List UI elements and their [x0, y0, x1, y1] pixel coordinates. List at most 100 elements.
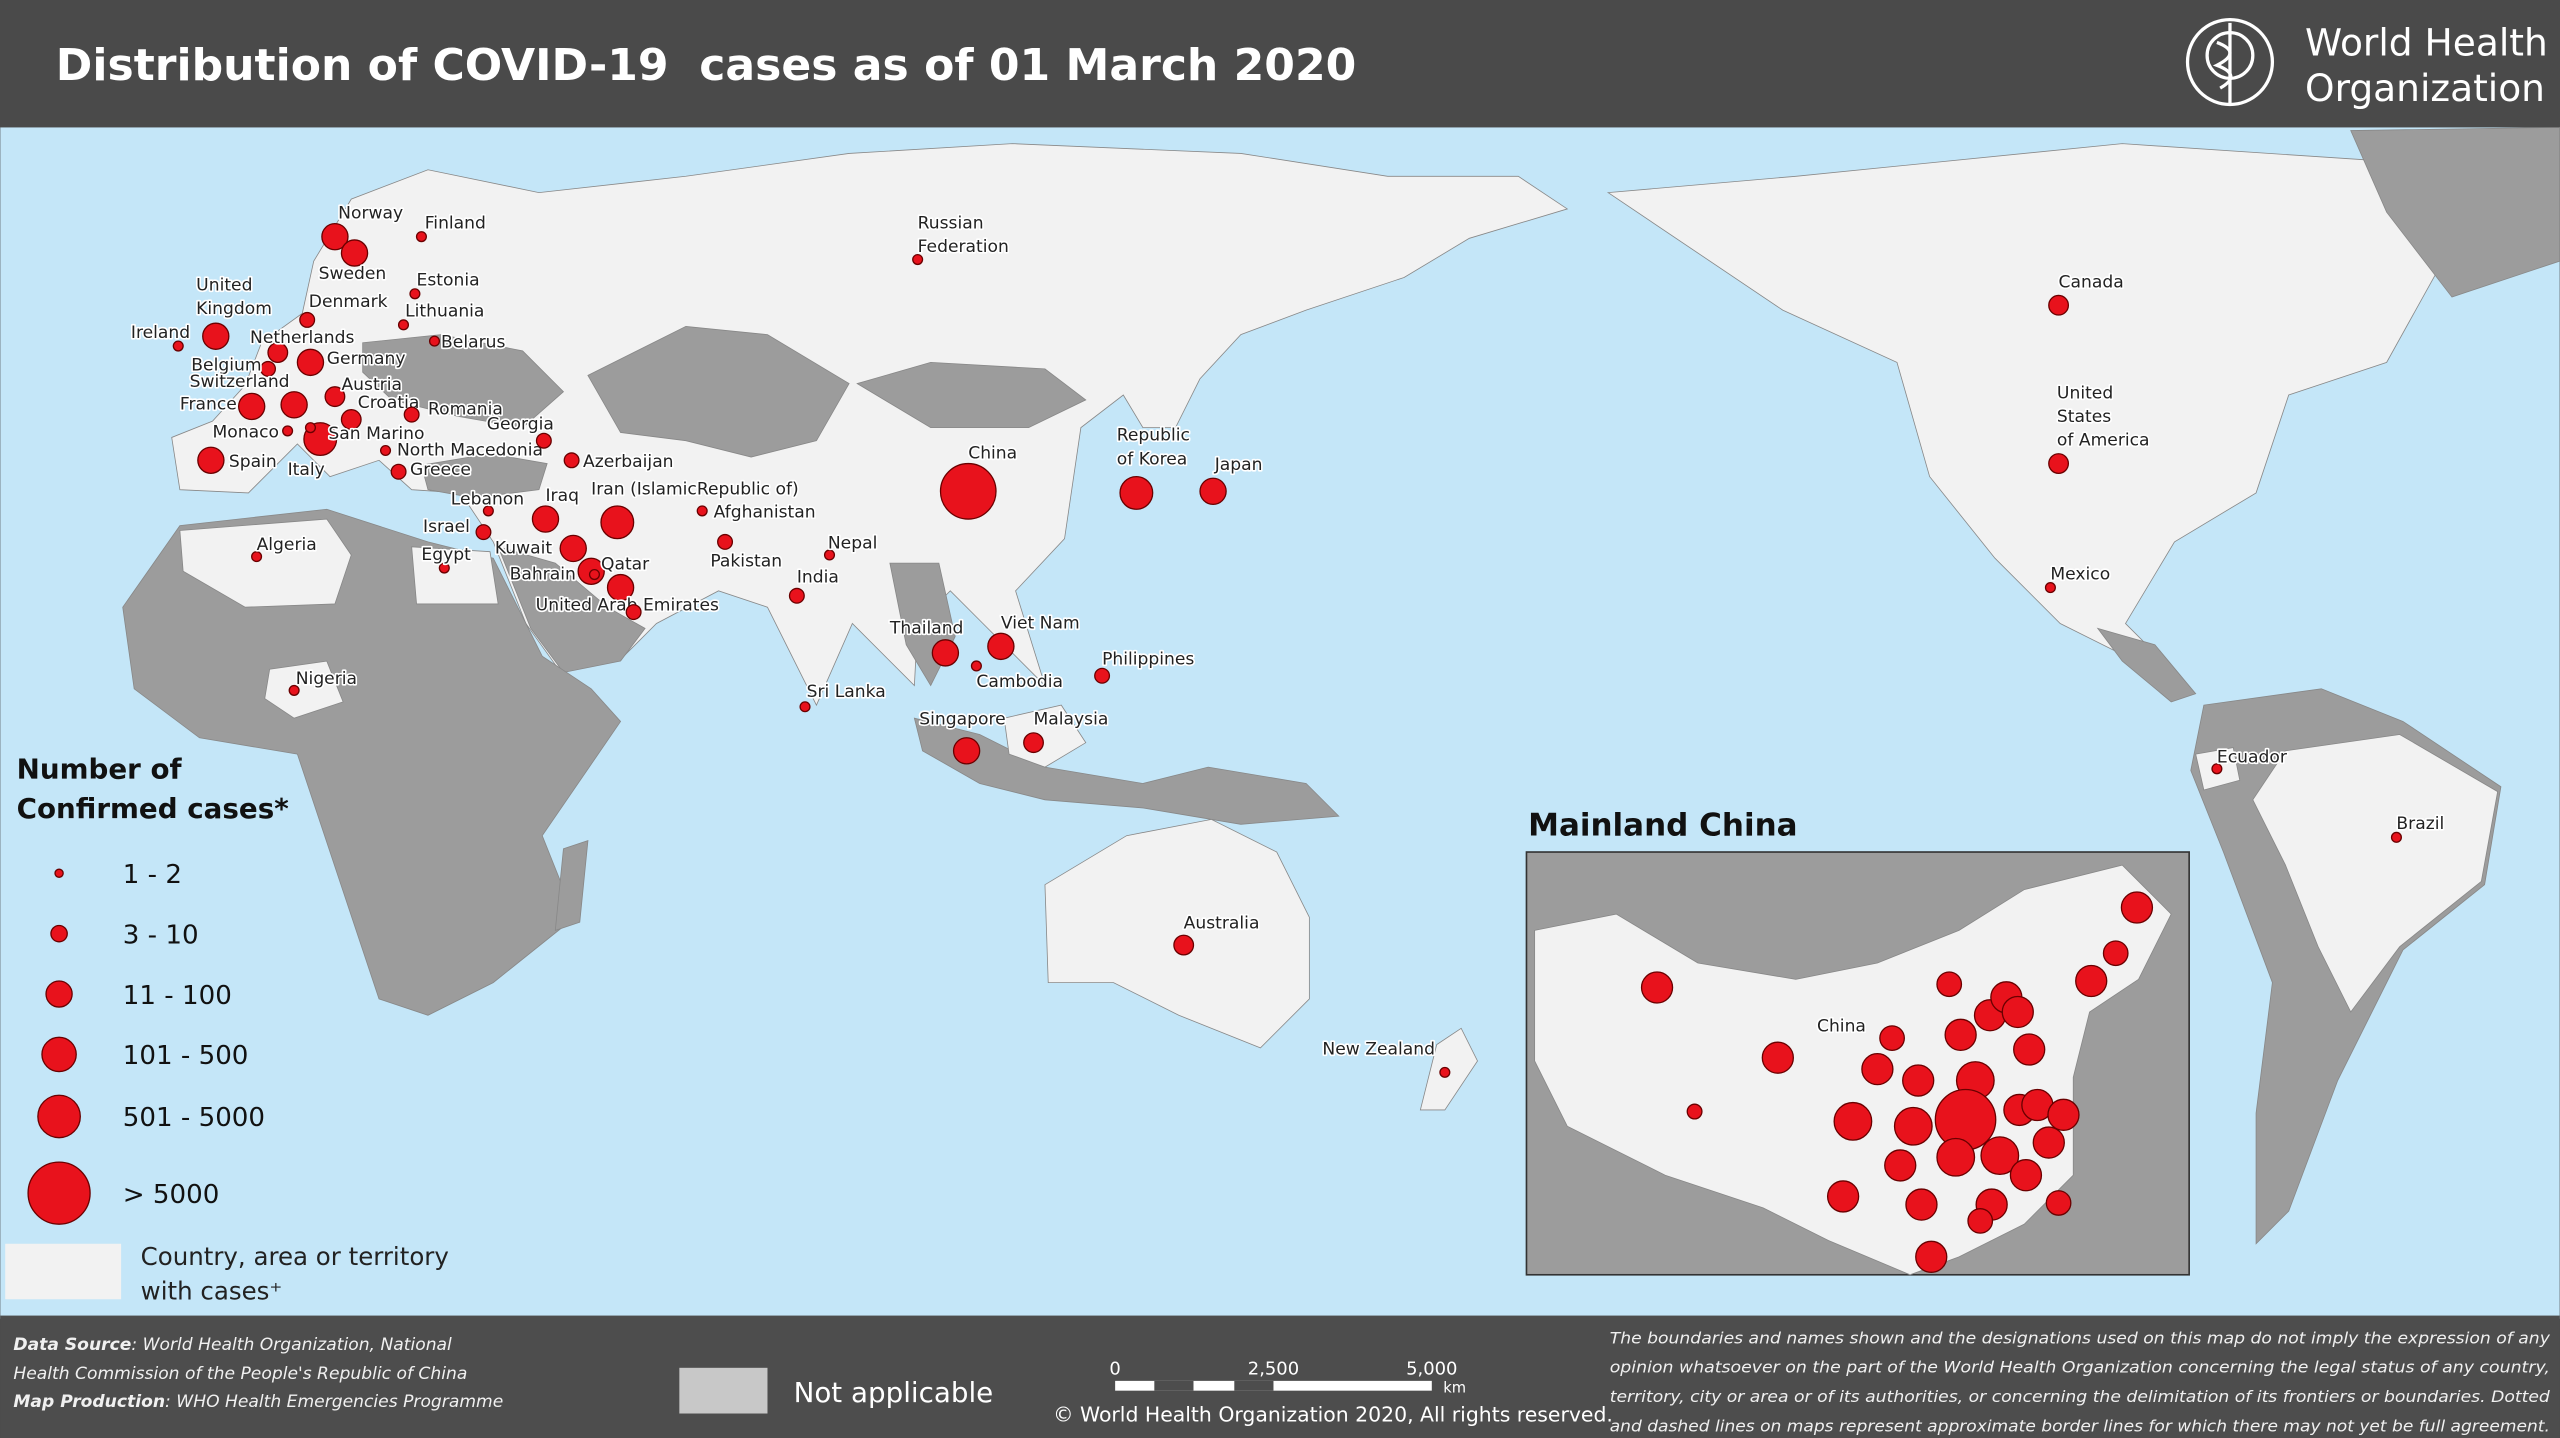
case-marker-ecuador[interactable]: [2211, 763, 2223, 775]
case-marker-iran[interactable]: [600, 505, 635, 540]
inset-province-marker[interactable]: [1879, 1025, 1905, 1051]
inset-province-marker[interactable]: [2120, 891, 2154, 924]
legend-class-label: 501 - 5000: [123, 1103, 265, 1133]
case-marker-thailand[interactable]: [931, 639, 960, 667]
case-marker-israel[interactable]: [475, 524, 492, 541]
inset-province-marker[interactable]: [1884, 1149, 1917, 1182]
legend-country-line1: Country, area or territory: [141, 1242, 449, 1271]
case-marker-azerbaijan[interactable]: [563, 452, 580, 469]
case-marker-algeria[interactable]: [251, 551, 263, 563]
legend-class-label: 1 - 2: [123, 860, 182, 890]
case-marker-denmark[interactable]: [299, 311, 316, 328]
case-marker-estonia[interactable]: [409, 288, 421, 300]
case-marker-singapore[interactable]: [952, 737, 981, 765]
case-marker-newzealand[interactable]: [1439, 1066, 1451, 1078]
who-emblem-icon: [2185, 17, 2275, 107]
case-marker-india[interactable]: [788, 587, 805, 604]
case-marker-northmacedonia[interactable]: [379, 444, 392, 457]
case-marker-finland[interactable]: [415, 231, 427, 243]
inset-province-marker[interactable]: [1915, 1240, 1948, 1273]
case-marker-japan[interactable]: [1199, 477, 1227, 506]
country-label-italy: Italy: [288, 460, 325, 480]
inset-province-marker[interactable]: [1640, 971, 1674, 1004]
country-label-pakistan: Pakistan: [710, 551, 782, 571]
case-marker-sanmarino[interactable]: [304, 422, 317, 434]
case-marker-australia[interactable]: [1173, 934, 1195, 956]
case-marker-sweden[interactable]: [340, 239, 369, 267]
inset-province-marker[interactable]: [2045, 1190, 2072, 1216]
country-label-france: France: [180, 395, 237, 415]
case-marker-iraq[interactable]: [531, 505, 560, 533]
case-marker-france[interactable]: [237, 392, 266, 421]
inset-province-marker[interactable]: [1893, 1106, 1933, 1146]
inset-province-marker[interactable]: [2009, 1159, 2043, 1192]
inset-province-marker[interactable]: [2047, 1098, 2080, 1131]
case-marker-switzerland[interactable]: [280, 391, 308, 419]
country-label-afghanistan: Afghanistan: [714, 502, 816, 522]
case-marker-uae[interactable]: [606, 573, 635, 602]
legend-marker-2: [45, 980, 73, 1008]
case-marker-greece[interactable]: [390, 463, 407, 480]
inset-province-marker[interactable]: [1761, 1041, 1794, 1074]
header-bar: [0, 0, 2560, 128]
country-label-malaysia: Malaysia: [1034, 710, 1109, 730]
country-label-australia: Australia: [1184, 914, 1260, 934]
case-marker-vietnam[interactable]: [987, 632, 1015, 661]
country-label-cambodia: Cambodia: [976, 672, 1063, 692]
country-label-sanmarino: San Marino: [328, 424, 424, 444]
case-marker-srilanka[interactable]: [799, 701, 811, 713]
case-marker-russia[interactable]: [912, 253, 924, 266]
inset-province-marker[interactable]: [1686, 1103, 1703, 1120]
case-marker-nigeria[interactable]: [288, 684, 300, 696]
inset-province-marker[interactable]: [1861, 1052, 1894, 1086]
case-marker-belgium[interactable]: [260, 360, 277, 377]
case-marker-malaysia[interactable]: [1023, 732, 1044, 754]
case-marker-cambodia[interactable]: [970, 660, 982, 672]
country-label-china: China: [968, 444, 1017, 464]
country-label-austria: Austria: [341, 375, 402, 395]
case-marker-korea[interactable]: [1119, 475, 1154, 510]
case-marker-georgia[interactable]: [535, 432, 552, 449]
inset-province-marker[interactable]: [1902, 1064, 1935, 1097]
case-marker-pakistan[interactable]: [717, 533, 734, 550]
inset-province-marker[interactable]: [1936, 1137, 1976, 1177]
case-marker-afghanistan[interactable]: [696, 505, 708, 517]
case-marker-croatia[interactable]: [340, 409, 362, 430]
inset-province-marker[interactable]: [1936, 971, 1963, 998]
case-marker-belarus[interactable]: [428, 335, 441, 347]
inset-province-marker[interactable]: [1833, 1101, 1873, 1141]
case-marker-oman[interactable]: [625, 604, 642, 621]
inset-province-marker[interactable]: [2032, 1126, 2065, 1159]
case-marker-ireland[interactable]: [172, 340, 184, 352]
case-marker-nepal[interactable]: [823, 549, 836, 561]
case-marker-romania[interactable]: [403, 406, 420, 423]
inset-province-marker[interactable]: [1980, 1136, 2020, 1176]
case-marker-kuwait[interactable]: [559, 534, 587, 563]
case-marker-netherlands[interactable]: [267, 342, 289, 364]
case-marker-philippines[interactable]: [1094, 667, 1111, 684]
inset-province-marker[interactable]: [2013, 1033, 2046, 1066]
case-marker-monaco[interactable]: [282, 425, 294, 437]
inset-province-marker[interactable]: [1967, 1208, 1994, 1234]
case-marker-egypt[interactable]: [438, 562, 450, 574]
case-marker-norway[interactable]: [321, 222, 349, 251]
inset-province-marker[interactable]: [2102, 940, 2129, 967]
case-marker-lebanon[interactable]: [482, 505, 494, 517]
inset-province-marker[interactable]: [2075, 964, 2108, 998]
case-marker-canada[interactable]: [2048, 294, 2070, 316]
inset-province-marker[interactable]: [2001, 995, 2034, 1029]
inset-province-marker[interactable]: [1905, 1188, 1938, 1221]
case-marker-usa[interactable]: [2048, 453, 2070, 475]
country-label-denmark: Denmark: [309, 292, 388, 312]
case-marker-germany[interactable]: [296, 348, 325, 377]
inset-province-marker[interactable]: [1826, 1180, 1860, 1213]
case-marker-mexico[interactable]: [2044, 582, 2056, 594]
case-marker-china[interactable]: [939, 462, 997, 520]
case-marker-uk[interactable]: [202, 322, 230, 350]
case-marker-lithuania[interactable]: [397, 319, 410, 331]
case-marker-spain[interactable]: [197, 446, 225, 475]
case-marker-austria[interactable]: [324, 386, 346, 408]
case-marker-bahrain[interactable]: [588, 568, 601, 581]
inset-province-marker[interactable]: [1944, 1018, 1977, 1051]
case-marker-brazil[interactable]: [2390, 831, 2402, 843]
